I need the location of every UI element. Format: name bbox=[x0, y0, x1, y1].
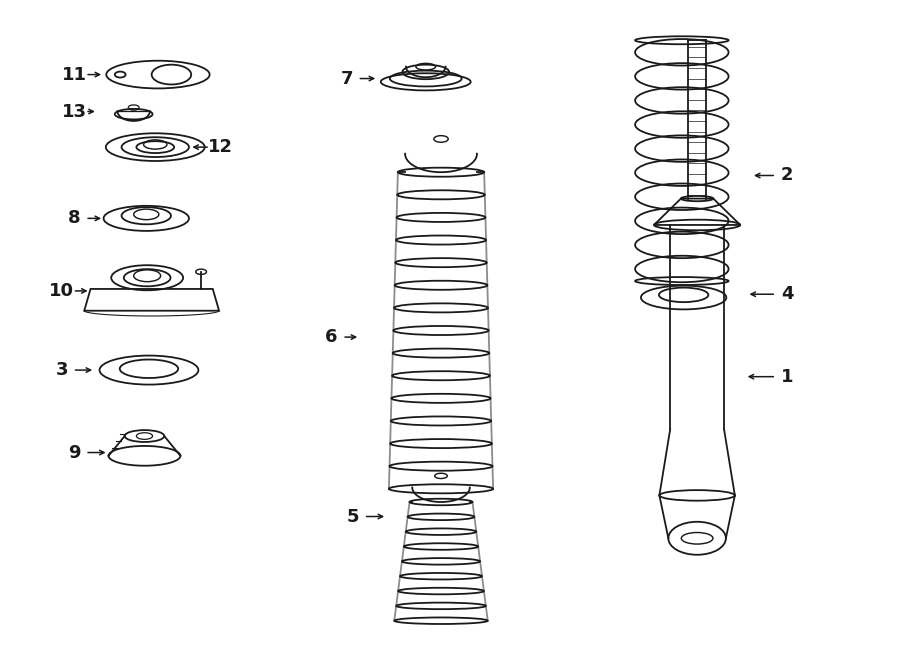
Text: 1: 1 bbox=[780, 368, 793, 385]
Text: 11: 11 bbox=[62, 65, 87, 83]
Text: 10: 10 bbox=[50, 282, 75, 300]
Text: 9: 9 bbox=[68, 444, 81, 461]
Text: 3: 3 bbox=[56, 361, 68, 379]
Text: 6: 6 bbox=[325, 328, 338, 346]
Text: 13: 13 bbox=[62, 102, 87, 120]
Text: 8: 8 bbox=[68, 210, 81, 227]
Text: 12: 12 bbox=[209, 138, 233, 156]
Text: 2: 2 bbox=[780, 167, 793, 184]
Text: 4: 4 bbox=[780, 285, 793, 303]
Text: 5: 5 bbox=[346, 508, 359, 525]
Text: 7: 7 bbox=[340, 69, 353, 87]
